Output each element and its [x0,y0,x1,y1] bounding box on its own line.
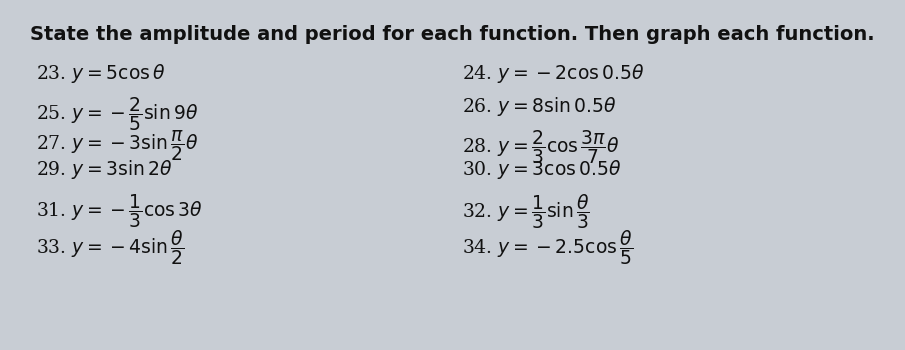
Text: State the amplitude and period for each function. Then graph each function.: State the amplitude and period for each … [30,25,875,44]
Text: 30. $y = 3\cos 0.5\theta$: 30. $y = 3\cos 0.5\theta$ [462,158,621,181]
Text: 26. $y = 8\sin 0.5\theta$: 26. $y = 8\sin 0.5\theta$ [462,95,616,118]
Text: 32. $y = \dfrac{1}{3}\sin\dfrac{\theta}{3}$: 32. $y = \dfrac{1}{3}\sin\dfrac{\theta}{… [462,192,589,231]
Text: 34. $y = -2.5\cos\dfrac{\theta}{5}$: 34. $y = -2.5\cos\dfrac{\theta}{5}$ [462,228,633,267]
Text: 25. $y = -\dfrac{2}{5}\sin 9\theta$: 25. $y = -\dfrac{2}{5}\sin 9\theta$ [36,95,198,133]
Text: 23. $y = 5\cos\theta$: 23. $y = 5\cos\theta$ [36,62,166,85]
Text: 24. $y = -2\cos 0.5\theta$: 24. $y = -2\cos 0.5\theta$ [462,62,644,85]
Text: 29. $y = 3\sin 2\theta$: 29. $y = 3\sin 2\theta$ [36,158,173,181]
Text: 33. $y = -4\sin\dfrac{\theta}{2}$: 33. $y = -4\sin\dfrac{\theta}{2}$ [36,228,185,267]
Text: 31. $y = -\dfrac{1}{3}\cos 3\theta$: 31. $y = -\dfrac{1}{3}\cos 3\theta$ [36,192,203,230]
Text: 28. $y = \dfrac{2}{3}\cos\dfrac{3\pi}{7}\theta$: 28. $y = \dfrac{2}{3}\cos\dfrac{3\pi}{7}… [462,128,619,166]
Text: 27. $y = -3\sin\dfrac{\pi}{2}\theta$: 27. $y = -3\sin\dfrac{\pi}{2}\theta$ [36,128,198,163]
